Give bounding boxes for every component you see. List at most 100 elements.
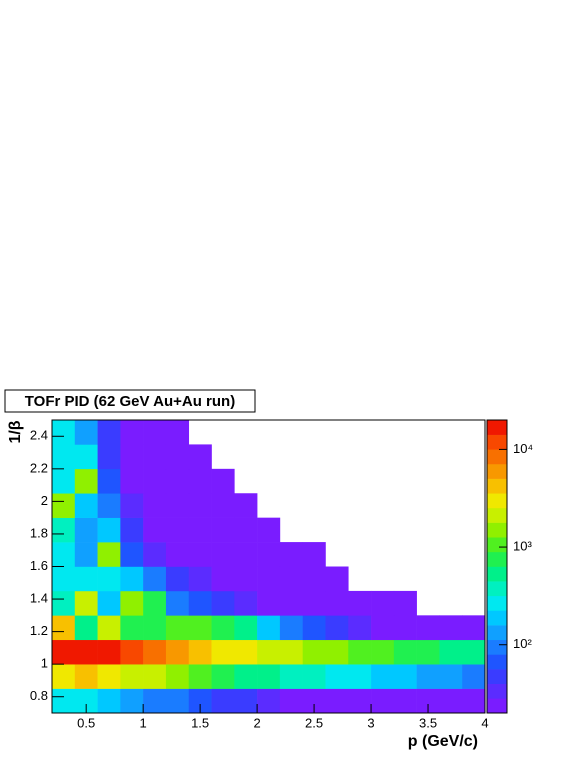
y-tick-label: 1.6 xyxy=(30,558,48,573)
cell xyxy=(143,468,167,494)
cell xyxy=(211,517,235,543)
cell xyxy=(143,688,167,714)
x-tick-label: 3.5 xyxy=(419,715,437,730)
colorbar-segment xyxy=(487,669,507,684)
y-tick-label: 1 xyxy=(41,656,48,671)
cell xyxy=(211,468,235,494)
cell xyxy=(188,542,212,567)
cell xyxy=(97,664,121,689)
cell xyxy=(165,542,190,567)
cell xyxy=(416,639,440,665)
colorbar-segment xyxy=(487,595,507,611)
cell xyxy=(393,590,417,616)
cell xyxy=(348,688,372,714)
cell xyxy=(188,493,212,518)
x-axis-title: p (GeV/c) xyxy=(408,733,478,750)
cell xyxy=(188,688,212,714)
cell xyxy=(52,444,76,470)
cell xyxy=(211,590,235,616)
colorbar-segment xyxy=(487,698,507,714)
cell xyxy=(74,542,98,567)
cell xyxy=(211,688,235,714)
cell xyxy=(302,566,326,592)
x-tick-label: 4 xyxy=(481,715,488,730)
colorbar-segment xyxy=(487,507,507,523)
cell xyxy=(371,664,395,689)
cell xyxy=(97,420,121,445)
cell xyxy=(120,590,144,616)
cell xyxy=(52,615,76,641)
cell xyxy=(393,664,417,689)
cell xyxy=(120,664,144,689)
colorbar-segment xyxy=(487,551,507,567)
colorbar-segment xyxy=(487,478,507,494)
cell xyxy=(188,444,212,470)
cell xyxy=(188,590,212,616)
cell xyxy=(439,688,463,714)
cell xyxy=(74,566,98,592)
cell xyxy=(52,590,76,616)
cell xyxy=(257,615,281,641)
colorbar-frame xyxy=(486,419,508,714)
cell xyxy=(371,688,395,714)
cell xyxy=(234,566,258,592)
cell xyxy=(325,688,349,714)
colorbar-segment xyxy=(487,493,507,509)
cell xyxy=(188,615,212,641)
cell xyxy=(52,468,76,494)
cell xyxy=(211,542,235,567)
cell xyxy=(325,590,349,616)
cell xyxy=(211,639,235,665)
cell xyxy=(462,615,486,641)
cell xyxy=(348,664,372,689)
cell xyxy=(165,420,190,445)
chart-title: TOFr PID (62 GeV Au+Au run) xyxy=(25,393,235,410)
colorbar-segment xyxy=(487,639,507,655)
colorbar-segment xyxy=(487,625,507,641)
cell xyxy=(120,639,144,665)
cell xyxy=(393,688,417,714)
cell xyxy=(74,420,98,445)
cell xyxy=(234,517,258,543)
cell xyxy=(52,542,76,567)
cell xyxy=(257,688,281,714)
cell xyxy=(279,688,303,714)
cell xyxy=(120,444,144,470)
cell xyxy=(97,517,121,543)
cell xyxy=(165,590,190,616)
cell xyxy=(211,664,235,689)
colorbar-segment xyxy=(487,683,507,699)
cell xyxy=(188,639,212,665)
cell xyxy=(234,688,258,714)
colorbar-segment xyxy=(487,654,507,670)
cell xyxy=(348,615,372,641)
cell xyxy=(165,566,190,592)
cell xyxy=(211,493,235,518)
cell xyxy=(279,615,303,641)
cell xyxy=(279,590,303,616)
cell xyxy=(165,517,190,543)
cell xyxy=(74,688,98,714)
y-tick-label: 2.2 xyxy=(30,460,48,475)
cell xyxy=(143,566,167,592)
cell xyxy=(188,517,212,543)
cell xyxy=(234,542,258,567)
cell xyxy=(97,590,121,616)
cell xyxy=(97,688,121,714)
x-tick-label: 0.5 xyxy=(77,715,95,730)
cell xyxy=(234,664,258,689)
cell xyxy=(234,615,258,641)
cell xyxy=(348,590,372,616)
colorbar-segment xyxy=(487,581,507,597)
cell xyxy=(97,444,121,470)
cell xyxy=(279,639,303,665)
cell xyxy=(234,639,258,665)
cell xyxy=(257,664,281,689)
cell xyxy=(74,468,98,494)
colorbar-segment xyxy=(487,449,507,465)
cell xyxy=(234,493,258,518)
x-tick-label: 1.5 xyxy=(191,715,209,730)
cell xyxy=(188,664,212,689)
